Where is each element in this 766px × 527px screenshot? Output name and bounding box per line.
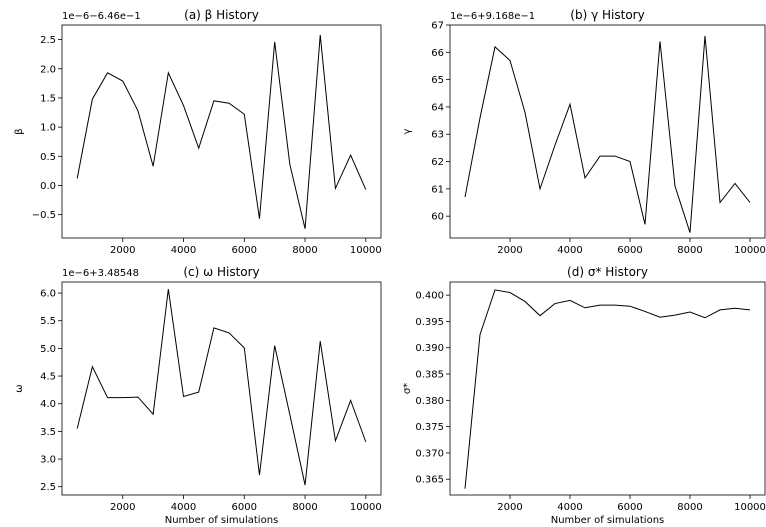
x-tick-label-sigma-2: 6000	[617, 502, 642, 513]
y-tick-label-sigma-2: 0.375	[415, 422, 444, 433]
y-tick-label-omega-5: 5.0	[40, 344, 56, 355]
axes-frame-gamma	[449, 24, 766, 239]
panel-gamma: 2000 4000 6000 8000 10000 60 61 62 63 64 65 66 67 (b)…	[402, 8, 766, 256]
x-tick-label-beta-0: 2000	[110, 245, 135, 256]
y-tick-label-gamma-6: 66	[431, 48, 444, 59]
x-tick-label-gamma-3: 8000	[677, 245, 702, 256]
x-tick-label-beta-1: 4000	[171, 245, 196, 256]
y-tick-label-sigma-1: 0.370	[415, 448, 444, 459]
x-tick-label-beta-4: 10000	[350, 245, 382, 256]
y-axis-label-beta: β	[14, 128, 25, 134]
y-tick-label-beta-6: 2.5	[40, 35, 56, 46]
panel-omega: 2000 4000 6000 8000 10000 2.5 3.0 3.5 4.0 4.5 5.0 5…	[14, 265, 382, 526]
x-tick-label-omega-2: 6000	[232, 502, 257, 513]
y-tick-label-gamma-5: 65	[431, 75, 444, 86]
offset-text-gamma: 1e−6+9.168e−1	[450, 11, 535, 22]
chart-title-gamma: (b) γ History	[570, 8, 644, 22]
x-tick-label-sigma-3: 8000	[677, 502, 702, 513]
x-axis-label-sigma: Number of simulations	[551, 515, 665, 526]
y-tick-label-beta-4: 1.5	[40, 93, 56, 104]
x-tick-label-sigma-0: 2000	[497, 502, 522, 513]
x-tick-label-omega-0: 2000	[110, 502, 135, 513]
y-tick-label-beta-1: 0.0	[40, 181, 56, 192]
x-tick-label-omega-4: 10000	[350, 502, 382, 513]
y-tick-label-omega-3: 4.0	[40, 399, 56, 410]
chart-title-beta: (a) β History	[184, 8, 259, 22]
y-tick-label-sigma-0: 0.365	[415, 475, 444, 486]
x-tick-label-gamma-0: 2000	[497, 245, 522, 256]
y-tick-label-sigma-3: 0.380	[415, 396, 444, 407]
y-tick-label-gamma-3: 63	[431, 130, 444, 141]
y-tick-label-gamma-1: 61	[431, 184, 444, 195]
x-tick-label-omega-1: 4000	[171, 502, 196, 513]
y-tick-label-omega-7: 6.0	[40, 289, 56, 300]
x-tick-label-sigma-1: 4000	[557, 502, 582, 513]
x-tick-label-gamma-2: 6000	[617, 245, 642, 256]
x-tick-label-omega-3: 8000	[292, 502, 317, 513]
y-tick-label-gamma-0: 60	[431, 212, 444, 223]
offset-text-beta: 1e−6−6.46e−1	[62, 11, 141, 22]
x-axis-label-omega: Number of simulations	[165, 515, 279, 526]
series-line-gamma	[464, 35, 751, 233]
panel-sigma: 2000 4000 6000 8000 10000 0.365 0.370 0.375 0.38…	[402, 265, 766, 526]
y-axis-label-gamma: γ	[402, 128, 413, 134]
x-tick-label-sigma-4: 10000	[734, 502, 766, 513]
offset-text-omega: 1e−6+3.48548	[62, 268, 139, 279]
series-line-omega	[76, 289, 367, 486]
series-line-beta	[76, 34, 367, 229]
y-tick-label-beta-0: −0.5	[32, 210, 56, 221]
x-tick-label-beta-3: 8000	[292, 245, 317, 256]
y-tick-label-sigma-7: 0.400	[415, 291, 444, 302]
y-tick-label-omega-1: 3.0	[40, 455, 56, 466]
series-line-sigma	[464, 289, 751, 489]
axes-frame-sigma	[449, 281, 766, 496]
y-tick-label-gamma-2: 62	[431, 157, 444, 168]
y-tick-label-omega-0: 2.5	[40, 482, 56, 493]
x-tick-label-beta-2: 6000	[232, 245, 257, 256]
y-axis-label-omega: ω	[14, 384, 25, 392]
axes-frame-beta	[61, 24, 382, 239]
x-tick-label-gamma-4: 10000	[734, 245, 766, 256]
chart-title-omega: (c) ω History	[183, 265, 259, 279]
y-tick-label-beta-5: 2.0	[40, 64, 56, 75]
y-tick-label-sigma-4: 0.385	[415, 370, 444, 381]
y-tick-label-sigma-5: 0.390	[415, 343, 444, 354]
panel-beta: 2000 4000 6000 8000 10000 −0.5 0.0 0.5 1.0 1.5 2.0…	[14, 8, 382, 256]
chart-title-sigma: (d) σ* History	[567, 265, 648, 279]
y-tick-label-omega-2: 3.5	[40, 427, 56, 438]
y-tick-label-omega-6: 5.5	[40, 316, 56, 327]
axes-frame-omega	[61, 281, 382, 496]
y-tick-label-gamma-7: 67	[431, 21, 444, 32]
y-tick-label-beta-3: 1.0	[40, 123, 56, 134]
y-tick-label-beta-2: 0.5	[40, 152, 56, 163]
y-tick-label-sigma-6: 0.395	[415, 317, 444, 328]
y-axis-label-sigma: σ*	[402, 383, 413, 394]
x-tick-label-gamma-1: 4000	[557, 245, 582, 256]
y-tick-label-gamma-4: 64	[431, 102, 444, 113]
y-tick-label-omega-4: 4.5	[40, 372, 56, 383]
